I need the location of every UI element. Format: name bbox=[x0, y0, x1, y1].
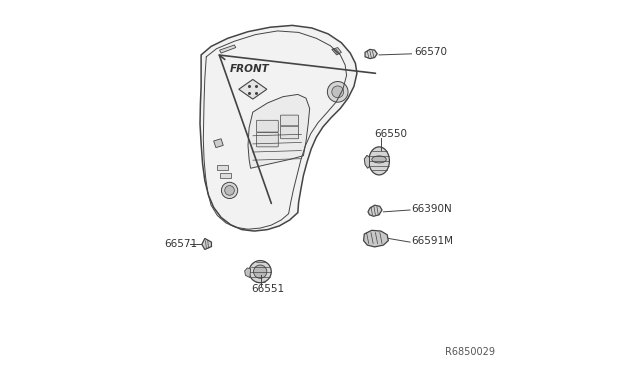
Text: 66570: 66570 bbox=[414, 47, 447, 57]
Polygon shape bbox=[368, 205, 382, 216]
FancyBboxPatch shape bbox=[280, 126, 299, 139]
Text: FRONT: FRONT bbox=[230, 64, 269, 74]
Text: 66390N: 66390N bbox=[412, 204, 452, 214]
Text: R6850029: R6850029 bbox=[445, 347, 495, 357]
Polygon shape bbox=[248, 94, 310, 168]
Polygon shape bbox=[244, 268, 251, 278]
Ellipse shape bbox=[369, 147, 389, 175]
FancyBboxPatch shape bbox=[257, 132, 278, 147]
Circle shape bbox=[253, 265, 267, 278]
Circle shape bbox=[328, 81, 348, 102]
Text: 66571: 66571 bbox=[164, 239, 197, 249]
Polygon shape bbox=[364, 230, 388, 247]
Polygon shape bbox=[200, 25, 357, 231]
Polygon shape bbox=[202, 238, 211, 250]
Text: 66551: 66551 bbox=[252, 283, 285, 294]
Circle shape bbox=[249, 260, 271, 283]
Circle shape bbox=[225, 186, 234, 195]
Bar bbox=[216, 165, 228, 170]
Circle shape bbox=[332, 86, 344, 98]
Ellipse shape bbox=[372, 156, 387, 163]
Polygon shape bbox=[364, 155, 369, 168]
Polygon shape bbox=[332, 48, 341, 55]
Polygon shape bbox=[214, 139, 223, 148]
FancyBboxPatch shape bbox=[257, 120, 278, 132]
Circle shape bbox=[221, 182, 237, 199]
Bar bbox=[220, 173, 230, 178]
Text: 66591M: 66591M bbox=[412, 235, 454, 246]
Polygon shape bbox=[365, 49, 377, 59]
Polygon shape bbox=[220, 45, 236, 53]
Polygon shape bbox=[239, 80, 267, 99]
FancyArrowPatch shape bbox=[220, 55, 376, 203]
FancyBboxPatch shape bbox=[280, 115, 299, 126]
Text: 66550: 66550 bbox=[374, 129, 408, 139]
